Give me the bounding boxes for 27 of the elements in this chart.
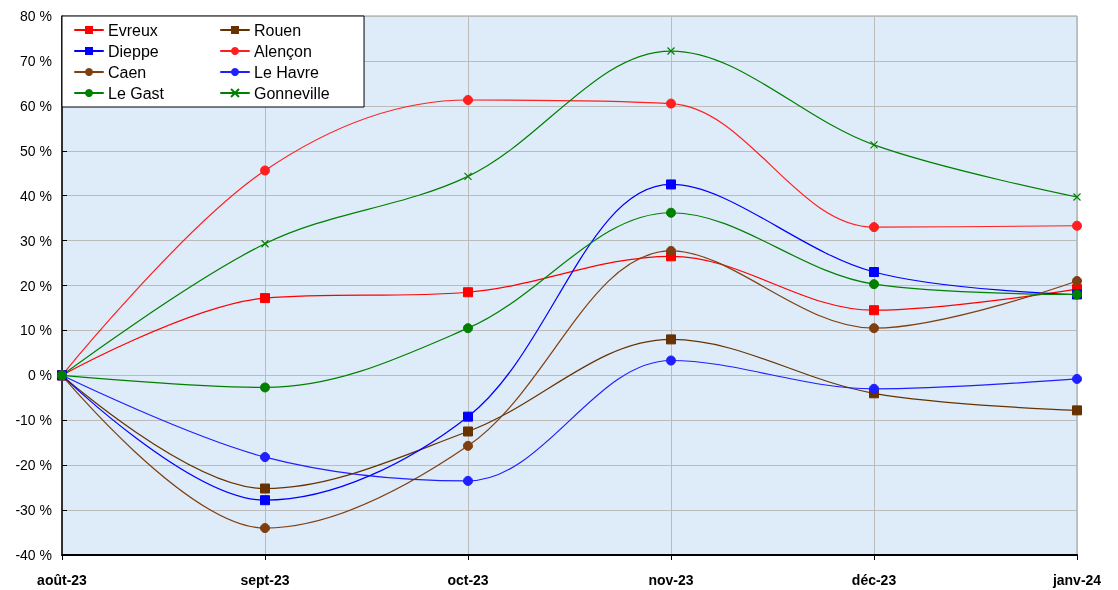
y-tick-label: 70 % bbox=[20, 52, 52, 69]
legend-label: Evreux bbox=[108, 21, 158, 39]
y-tick-label: 60 % bbox=[20, 97, 52, 114]
legend-label: Le Havre bbox=[254, 63, 320, 81]
legend-label: Rouen bbox=[254, 21, 302, 39]
y-tick-label: -20 % bbox=[15, 457, 52, 474]
legend-label: Dieppe bbox=[108, 42, 159, 60]
legend-label: Gonneville bbox=[254, 84, 330, 102]
y-tick-label: 30 % bbox=[20, 232, 52, 249]
legend-label: Le Gast bbox=[108, 84, 165, 102]
y-tick-label: 0 % bbox=[27, 367, 52, 384]
y-tick-label: -40 % bbox=[15, 547, 52, 563]
y-tick-label: 20 % bbox=[20, 277, 52, 294]
y-tick-label: 80 % bbox=[20, 8, 52, 24]
x-tick-label: août-23 bbox=[37, 572, 88, 588]
y-tick-label: 50 % bbox=[20, 142, 52, 159]
legend-label: Caen bbox=[108, 63, 147, 81]
y-tick-label: -10 % bbox=[15, 412, 52, 429]
x-tick-label: déc-23 bbox=[851, 572, 897, 588]
x-tick-label: oct-23 bbox=[447, 572, 489, 588]
y-tick-label: -30 % bbox=[15, 502, 52, 519]
x-tick-label: nov-23 bbox=[648, 572, 694, 588]
legend-label: Alençon bbox=[254, 42, 312, 60]
y-tick-label: 40 % bbox=[20, 187, 52, 204]
y-tick-label: 10 % bbox=[20, 322, 52, 339]
x-tick-label: janv-24 bbox=[1051, 572, 1102, 588]
x-tick-label: sept-23 bbox=[240, 572, 290, 588]
